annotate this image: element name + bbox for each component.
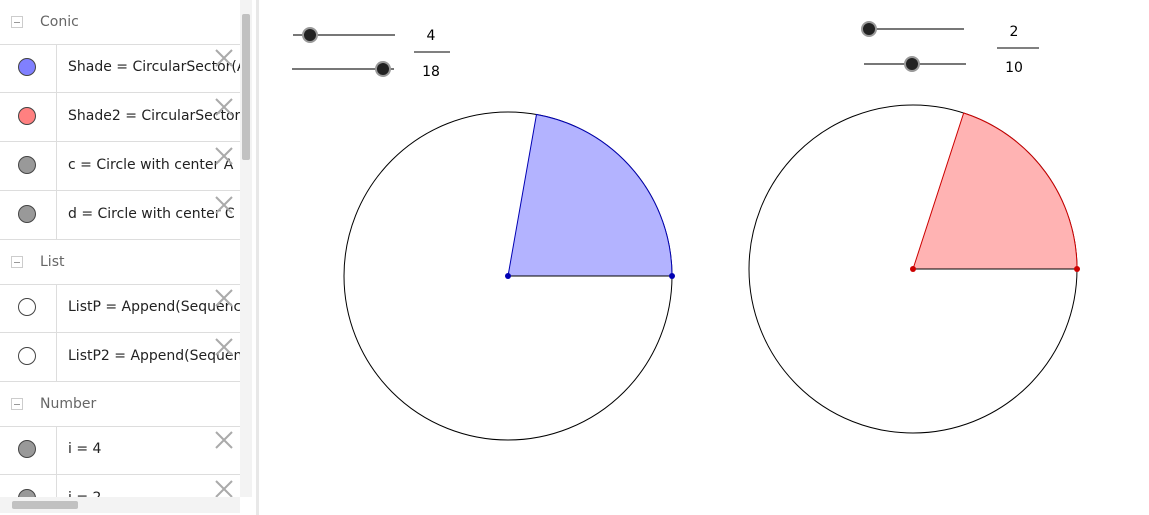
visibility-toggle[interactable] (18, 298, 36, 316)
point (505, 273, 511, 279)
visibility-toggle[interactable] (18, 107, 36, 125)
x-icon (215, 480, 233, 497)
visibility-toggle[interactable] (18, 205, 36, 223)
algebra-item[interactable]: Shade2 = CircularSector( (0, 93, 240, 142)
graphics-view: 4 18 2 10 (292, 21, 1080, 441)
visibility-cell[interactable] (0, 44, 57, 92)
delete-button[interactable] (214, 430, 234, 454)
delete-button[interactable] (214, 146, 234, 170)
x-icon (215, 49, 233, 67)
delete-button[interactable] (214, 337, 234, 361)
slider[interactable] (861, 21, 964, 37)
item-text: d = Circle with center C (68, 206, 235, 222)
visibility-cell[interactable] (0, 426, 57, 474)
group-title: List (40, 254, 65, 270)
algebra-view: Conic Shade = CircularSector(A Shade2 = Ci… (0, 0, 240, 497)
visibility-cell[interactable] (0, 191, 57, 239)
x-icon (215, 431, 233, 449)
slider[interactable] (293, 27, 395, 43)
item-text: Shade = CircularSector(A (68, 59, 240, 75)
h-scrollbar[interactable] (0, 497, 240, 513)
circular-sector (507, 113, 673, 277)
group-header[interactable]: Conic (0, 0, 240, 45)
algebra-item[interactable]: d = Circle with center C (0, 191, 240, 240)
point (910, 266, 916, 272)
numerator: 2 (1010, 24, 1019, 40)
visibility-cell[interactable] (0, 475, 57, 497)
group-title: Conic (40, 14, 79, 30)
delete-button[interactable] (214, 195, 234, 219)
x-icon (215, 196, 233, 214)
denominator: 18 (422, 64, 440, 80)
algebra-item[interactable]: j = 2 (0, 475, 240, 497)
visibility-cell[interactable] (0, 93, 57, 141)
x-icon (215, 147, 233, 165)
visibility-cell[interactable] (0, 333, 57, 381)
algebra-item[interactable]: c = Circle with center A (0, 142, 240, 191)
algebra-item[interactable]: ListP = Append(Sequenc (0, 284, 240, 333)
item-text: ListP = Append(Sequenc (68, 299, 240, 315)
v-scrollbar[interactable] (240, 0, 252, 497)
point (1074, 266, 1080, 272)
algebra-item[interactable]: ListP2 = Append(Sequen (0, 333, 240, 382)
collapse-toggle[interactable] (11, 16, 23, 28)
x-icon (215, 338, 233, 356)
slider[interactable] (864, 56, 966, 72)
x-icon (215, 289, 233, 307)
group-header[interactable]: Number (0, 382, 240, 427)
group-header[interactable]: List (0, 240, 240, 285)
group-title: Number (40, 396, 97, 412)
item-text: Shade2 = CircularSector( (68, 108, 240, 124)
visibility-toggle[interactable] (18, 58, 36, 76)
visibility-toggle[interactable] (18, 347, 36, 365)
divider[interactable] (256, 0, 259, 515)
collapse-toggle[interactable] (11, 398, 23, 410)
collapse-toggle[interactable] (11, 256, 23, 268)
delete-button[interactable] (214, 97, 234, 121)
item-text: ListP2 = Append(Sequen (68, 348, 240, 364)
visibility-cell[interactable] (0, 142, 57, 190)
item-text: i = 4 (68, 441, 102, 457)
visibility-cell[interactable] (0, 284, 57, 332)
algebra-item[interactable]: Shade = CircularSector(A (0, 44, 240, 93)
x-icon (215, 98, 233, 116)
delete-button[interactable] (214, 288, 234, 312)
denominator: 10 (1005, 60, 1023, 76)
h-thumb[interactable] (12, 501, 78, 509)
visibility-toggle[interactable] (18, 156, 36, 174)
numerator: 4 (427, 28, 436, 44)
circular-sector (912, 112, 1078, 270)
visibility-toggle[interactable] (18, 489, 36, 497)
visibility-toggle[interactable] (18, 440, 36, 458)
slider[interactable] (292, 61, 394, 77)
delete-button[interactable] (214, 48, 234, 72)
delete-button[interactable] (214, 479, 234, 497)
v-thumb[interactable] (242, 14, 250, 160)
algebra-item[interactable]: i = 4 (0, 426, 240, 475)
point (669, 273, 675, 279)
item-text: j = 2 (68, 490, 101, 497)
item-text: c = Circle with center A (68, 157, 234, 173)
